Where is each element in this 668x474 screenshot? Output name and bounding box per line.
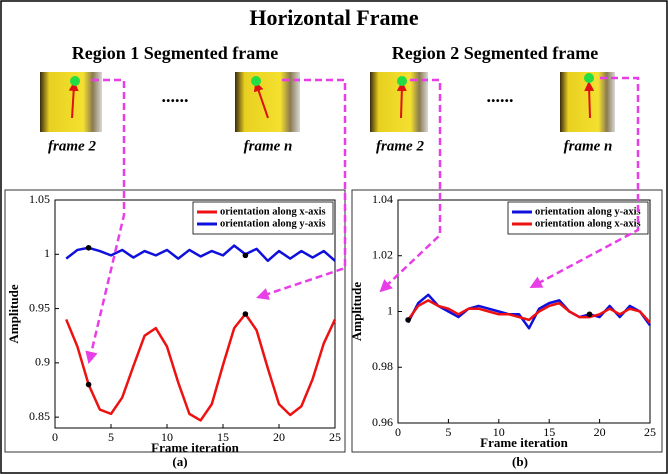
highlight-point	[242, 252, 249, 259]
y-tick-label: 1.04	[372, 192, 393, 206]
legend-label: orientation along y-axis	[220, 218, 326, 229]
ellipsis: ......	[487, 86, 514, 106]
legend-box	[192, 201, 334, 235]
legend-box	[507, 201, 649, 235]
frame-label: frame n	[564, 138, 613, 154]
y-tick-label: 1	[387, 303, 393, 317]
x-tick-label: 5	[445, 425, 451, 439]
pointer-arrows	[85, 76, 640, 365]
y-tick-label: 0.96	[372, 415, 393, 429]
x-tick-label: 0	[395, 425, 401, 439]
panel-box	[4, 189, 346, 453]
y-axis-label: Amplitude	[6, 284, 21, 343]
y-tick-label: 0.98	[372, 359, 393, 373]
y-tick-label: 0.95	[29, 300, 50, 314]
x-tick-label: 0	[52, 430, 58, 444]
panel-caption: (a)	[172, 454, 187, 469]
x-tick-label: 15	[543, 425, 555, 439]
x-tick-label: 20	[594, 425, 606, 439]
legend-label: orientation along y-axis	[535, 206, 641, 217]
series-line	[65, 244, 336, 263]
x-tick-label: 10	[493, 425, 505, 439]
panel-box	[351, 189, 663, 453]
panel-caption: (b)	[512, 454, 528, 469]
panel-heading: Region 1 Segmented frame	[72, 43, 278, 63]
series-line	[65, 312, 337, 422]
highlight-point	[85, 381, 92, 388]
series-line	[407, 299, 651, 324]
highlight-point	[405, 317, 411, 323]
y-tick-label: 0.85	[29, 409, 50, 423]
frame-label: frame n	[244, 138, 293, 154]
legend-label: orientation along x-axis	[220, 206, 326, 217]
y-tick-label: 1	[44, 246, 50, 260]
panel-heading: Region 2 Segmented frame	[392, 43, 598, 63]
ellipsis: ......	[162, 86, 189, 106]
x-axis-label: Frame iteration	[151, 440, 239, 455]
y-tick-label: 0.9	[35, 355, 50, 369]
plot-area	[397, 199, 651, 424]
y-tick-label: 1.02	[372, 248, 393, 262]
x-tick-label: 5	[108, 430, 114, 444]
highlight-point	[586, 311, 593, 318]
x-axis-label: Frame iteration	[480, 435, 568, 450]
y-axis-label: Amplitude	[349, 282, 364, 341]
figure-title: Horizontal Frame	[249, 5, 418, 30]
highlight-point	[242, 311, 249, 317]
y-tick-label: 1.05	[29, 192, 50, 206]
x-tick-label: 10	[161, 430, 173, 444]
segment-images	[40, 72, 615, 132]
frame-label: frame 2	[376, 138, 424, 154]
x-tick-label: 15	[217, 430, 229, 444]
frame-label: frame 2	[48, 138, 96, 154]
legend-label: orientation along x-axis	[535, 218, 641, 229]
series-line	[406, 293, 652, 330]
x-tick-label: 20	[273, 430, 285, 444]
x-tick-label: 25	[644, 425, 656, 439]
x-tick-label: 25	[329, 430, 341, 444]
highlight-point	[85, 244, 92, 251]
